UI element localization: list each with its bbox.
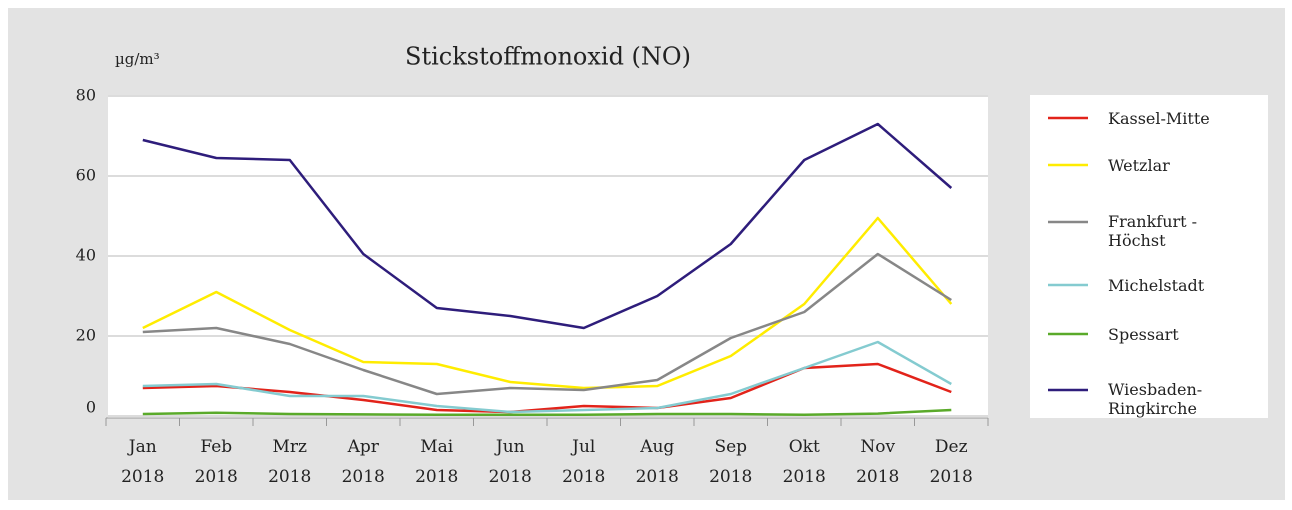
legend-label: Wiesbaden-Ringkirche bbox=[1108, 380, 1203, 418]
series-line bbox=[142, 408, 952, 417]
x-tick-label: Okt 2018 bbox=[782, 437, 826, 487]
x-tick-label: Mrz 2018 bbox=[268, 437, 312, 487]
series-line bbox=[142, 252, 952, 396]
x-tick-label: Sep 2018 bbox=[709, 437, 753, 487]
y-tick-label: 60 bbox=[76, 166, 96, 185]
x-tick-label: Dez 2018 bbox=[929, 437, 973, 487]
x-tick-label: Jun 2018 bbox=[488, 437, 532, 487]
legend-label: Michelstadt bbox=[1108, 275, 1205, 295]
legend-box bbox=[1030, 95, 1268, 418]
series-line bbox=[142, 122, 953, 330]
x-tick-label: Jan 2018 bbox=[121, 437, 165, 487]
legend-label: Wetzlar bbox=[1108, 155, 1170, 175]
legend-label: Kassel-Mitte bbox=[1108, 108, 1210, 128]
unit-label: µg/m³ bbox=[115, 50, 160, 68]
x-tick-label: Apr 2018 bbox=[341, 437, 385, 487]
x-tick-label: Feb 2018 bbox=[194, 437, 238, 487]
series-line bbox=[142, 340, 952, 414]
chart-title: Stickstoffmonoxid (NO) bbox=[405, 43, 691, 71]
x-tick-label: Mai 2018 bbox=[415, 437, 459, 487]
series-line bbox=[142, 362, 952, 414]
x-tick-label: Aug 2018 bbox=[635, 437, 679, 487]
y-tick-label: 40 bbox=[76, 246, 96, 265]
x-tick-label: Nov 2018 bbox=[856, 437, 900, 487]
legend-label: Frankfurt - Höchst bbox=[1108, 212, 1198, 250]
series-line bbox=[142, 216, 953, 390]
y-tick-label: 80 bbox=[76, 86, 96, 105]
y-tick-label: 20 bbox=[76, 326, 96, 345]
x-tick-label: Jul 2018 bbox=[562, 437, 606, 487]
y-tick-label: 0 bbox=[86, 398, 96, 417]
legend-label: Spessart bbox=[1108, 324, 1179, 344]
